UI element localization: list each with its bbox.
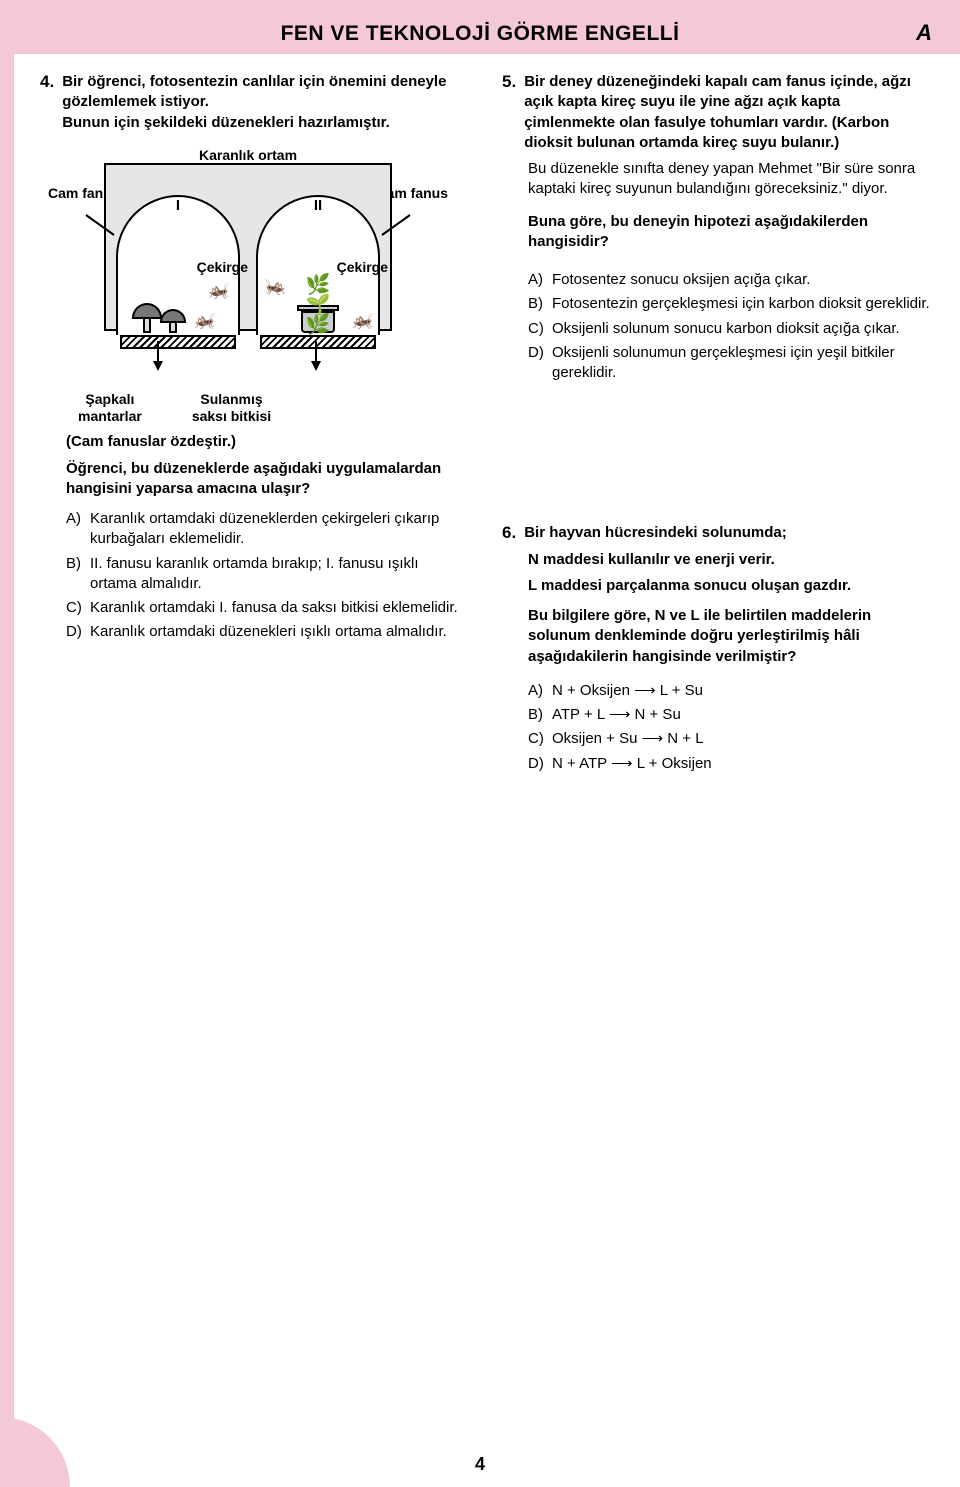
question-6: 6. Bir hayvan hücresindeki solunumda; N … (502, 523, 930, 774)
q5-prompt: Buna göre, bu deneyin hipotezi aşağıdaki… (528, 212, 930, 253)
q5-options: A)Fotosentez sonucu oksijen açığa çıkar.… (528, 270, 930, 383)
q6-stem: Bir hayvan hücresindeki solunumda; (524, 523, 787, 543)
top-strip (0, 0, 960, 14)
q6-line-n: N maddesi kullanılır ve enerji verir. (528, 550, 930, 570)
cricket-icon: 🦗 (194, 311, 216, 329)
jar-base (120, 335, 236, 349)
cricket-icon: 🦗 (352, 311, 374, 329)
jar-ii: II 🌿🌱🌿 🦗 🦗 Çekirge (256, 195, 380, 345)
q6-line-l: L maddesi parçalanma sonucu oluşan gazdı… (528, 576, 930, 596)
jar-i-number: I (176, 197, 180, 214)
page: FEN VE TEKNOLOJİ GÖRME ENGELLİ A 4. Bir … (0, 0, 960, 1487)
q5-option-c: C)Oksijenli solunum sonucu karbon dioksi… (528, 319, 930, 339)
q4-number: 4. (40, 72, 54, 92)
diagram-under-labels: Şapkalı mantarlar Sulanmış saksı bitkisi (78, 391, 468, 425)
q6-options: A)N + Oksijen ⟶ L + Su B)ATP + L ⟶ N + S… (528, 681, 930, 774)
question-5: 5. Bir deney düzeneğindeki kapalı cam fa… (502, 72, 930, 383)
q6-number: 6. (502, 523, 516, 543)
q5-option-b: B)Fotosentezin gerçekleşmesi için karbon… (528, 294, 930, 314)
cricket-label-left: Çekirge (197, 259, 248, 275)
page-number: 4 (475, 1454, 485, 1475)
header-bar: FEN VE TEKNOLOJİ GÖRME ENGELLİ A (0, 14, 960, 54)
q5-para2: Bu düzenekle sınıfta deney yapan Mehmet … (528, 159, 930, 200)
potted-plant-icon: 🌿🌱🌿 (295, 275, 341, 333)
q4-options: A)Karanlık ortamdaki düzeneklerden çekir… (66, 509, 468, 643)
left-column: 4. Bir öğrenci, fotosentezin canlılar iç… (40, 72, 468, 804)
q4-option-a: A)Karanlık ortamdaki düzeneklerden çekir… (66, 509, 468, 550)
q5-stem: Bir deney düzeneğindeki kapalı cam fanus… (524, 72, 930, 153)
q6-option-c: C)Oksijen + Su ⟶ N + L (528, 729, 930, 749)
question-4: 4. Bir öğrenci, fotosentezin canlılar iç… (40, 72, 468, 643)
q4-option-d: D)Karanlık ortamdaki düzenekleri ışıklı … (66, 622, 468, 642)
dark-environment-box: Karanlık ortam I (104, 163, 392, 331)
q5-option-d: D)Oksijenli solunumun gerçekleşmesi için… (528, 343, 930, 384)
under-label-left: Şapkalı mantarlar (78, 391, 142, 425)
jar-i: I 🦗 🦗 Çekirge (116, 195, 240, 345)
cricket-label-right: Çekirge (337, 259, 388, 275)
q4-stem: Bir öğrenci, fotosentezin canlılar için … (62, 72, 468, 133)
q4-prompt: Öğrenci, bu düzeneklerde aşağıdaki uygul… (66, 459, 468, 500)
q6-option-b: B)ATP + L ⟶ N + Su (528, 705, 930, 725)
jar-ii-number: II (314, 197, 322, 214)
under-label-right: Sulanmış saksı bitkisi (192, 391, 271, 425)
right-column: 5. Bir deney düzeneğindeki kapalı cam fa… (502, 72, 930, 804)
q4-option-b: B)II. fanusu karanlık ortamda bırakıp; I… (66, 554, 468, 595)
q5-option-a: A)Fotosentez sonucu oksijen açığa çıkar. (528, 270, 930, 290)
q4-stem-line2: Bunun için şekildeki düzenekleri hazırla… (62, 114, 390, 131)
booklet-letter: A (916, 20, 932, 46)
q4-stem-line1: Bir öğrenci, fotosentezin canlılar için … (62, 73, 446, 110)
cricket-icon: 🦗 (264, 277, 286, 295)
corner-curve (0, 1417, 70, 1487)
cricket-icon: 🦗 (208, 281, 230, 299)
content: 4. Bir öğrenci, fotosentezin canlılar iç… (0, 54, 960, 864)
jar-base (260, 335, 376, 349)
q5-number: 5. (502, 72, 516, 92)
q6-prompt: Bu bilgilere göre, N ve L ile belirtilen… (528, 606, 930, 667)
q4-option-c: C)Karanlık ortamdaki I. fanusa da saksı … (66, 598, 468, 618)
mushroom-icon (160, 309, 186, 333)
mushroom-icon (132, 303, 162, 333)
q4-note: (Cam fanuslar özdeştir.) (66, 432, 468, 452)
page-title: FEN VE TEKNOLOJİ GÖRME ENGELLİ (281, 22, 680, 46)
q6-option-a: A)N + Oksijen ⟶ L + Su (528, 681, 930, 701)
q6-option-d: D)N + ATP ⟶ L + Oksijen (528, 754, 930, 774)
dark-env-label: Karanlık ortam (199, 147, 297, 163)
q4-diagram: Cam fanus Cam fanus Karanlık ortam I (48, 145, 468, 425)
